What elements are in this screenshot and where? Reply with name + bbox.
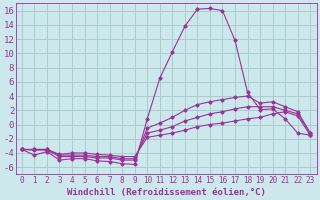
X-axis label: Windchill (Refroidissement éolien,°C): Windchill (Refroidissement éolien,°C) <box>67 188 266 197</box>
